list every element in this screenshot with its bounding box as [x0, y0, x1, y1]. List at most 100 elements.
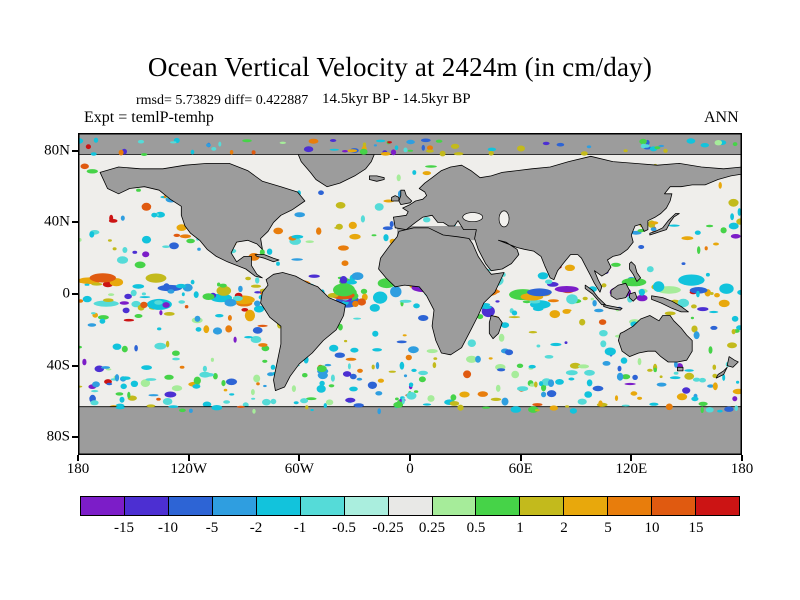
speckle — [692, 377, 701, 382]
speckle — [529, 383, 535, 387]
speckle — [373, 144, 377, 147]
speckle — [242, 139, 252, 143]
speckle — [389, 221, 394, 228]
land-polygon — [369, 175, 385, 182]
speckle — [652, 281, 665, 292]
speckle — [122, 307, 130, 314]
x-tick-label: 120E — [615, 461, 648, 477]
speckle — [181, 292, 185, 297]
speckle — [620, 357, 628, 364]
speckle — [352, 300, 359, 307]
colorbar-tick-label: 5 — [604, 520, 612, 536]
speckle — [728, 222, 739, 230]
land-polygon — [651, 295, 689, 313]
speckle — [255, 277, 260, 284]
x-tick-label: 120W — [170, 461, 207, 477]
land-polygon — [726, 356, 739, 368]
speckle — [303, 146, 314, 153]
speckle — [621, 404, 630, 407]
speckle — [186, 238, 195, 244]
black-sea — [462, 212, 484, 222]
speckle — [359, 148, 368, 155]
speckle — [124, 293, 132, 300]
speckle — [266, 248, 273, 255]
speckle — [534, 381, 538, 388]
speckle — [205, 373, 215, 377]
colorbar-tick-label: 1 — [516, 520, 524, 536]
speckle — [517, 145, 525, 152]
speckle — [89, 273, 116, 283]
land-polygon — [610, 282, 630, 300]
speckle — [487, 147, 497, 152]
colorbar-tick-label: -10 — [158, 520, 178, 536]
speckle — [206, 143, 211, 147]
speckle — [140, 301, 148, 309]
speckle — [466, 355, 478, 363]
speckle — [650, 227, 657, 232]
speckle — [712, 364, 717, 370]
speckle — [375, 362, 380, 370]
speckle — [123, 318, 135, 322]
speckle — [659, 375, 663, 378]
speckle — [730, 213, 734, 221]
speckle — [146, 404, 156, 408]
speckle — [217, 282, 221, 287]
speckle — [732, 142, 738, 147]
speckle — [663, 148, 668, 153]
speckle — [115, 405, 125, 410]
speckle — [291, 385, 296, 392]
speckle — [649, 221, 659, 225]
speckle — [463, 370, 472, 379]
speckle — [700, 143, 709, 148]
speckle — [399, 361, 405, 370]
speckle — [718, 299, 730, 308]
speckle — [563, 309, 572, 312]
speckle — [656, 382, 667, 387]
speckle — [197, 247, 201, 251]
speckle — [439, 150, 446, 157]
speckle — [119, 396, 125, 403]
speckle — [413, 390, 419, 393]
speckle — [262, 398, 271, 406]
speckle — [500, 322, 510, 328]
speckle — [517, 386, 529, 392]
colorbar-tick-label: -2 — [249, 520, 263, 536]
speckle — [169, 242, 179, 250]
speckle — [210, 357, 214, 362]
speckle — [544, 355, 554, 359]
speckle — [534, 409, 540, 412]
speckle — [422, 171, 431, 176]
experiment-label: Expt = temlP-temhp — [84, 109, 214, 126]
speckle — [211, 405, 223, 411]
speckle — [522, 300, 532, 304]
speckle — [646, 266, 654, 273]
speckle — [528, 331, 538, 334]
speckle — [305, 397, 317, 401]
speckle — [720, 227, 727, 234]
speckle — [142, 251, 150, 258]
speckle — [252, 408, 256, 414]
speckle — [218, 141, 222, 147]
speckle — [527, 288, 552, 297]
speckle — [538, 381, 544, 387]
speckle — [704, 246, 708, 251]
colorbar-segment — [388, 497, 433, 515]
speckle — [190, 149, 195, 155]
speckle — [192, 384, 201, 389]
colorbar-tick-label: 0.25 — [418, 520, 446, 536]
speckle — [121, 345, 128, 353]
speckle — [130, 380, 139, 387]
speckle — [632, 374, 638, 380]
y-tick — [72, 436, 78, 439]
speckle — [549, 310, 561, 319]
speckle — [668, 224, 680, 227]
speckle — [225, 378, 238, 386]
speckle — [145, 273, 167, 283]
speckle — [421, 144, 425, 151]
colorbar-tick-label: 10 — [644, 520, 660, 536]
speckle — [698, 401, 708, 406]
speckle — [259, 249, 265, 256]
speckle — [623, 149, 628, 153]
speckle — [647, 368, 653, 372]
speckle — [193, 376, 201, 385]
